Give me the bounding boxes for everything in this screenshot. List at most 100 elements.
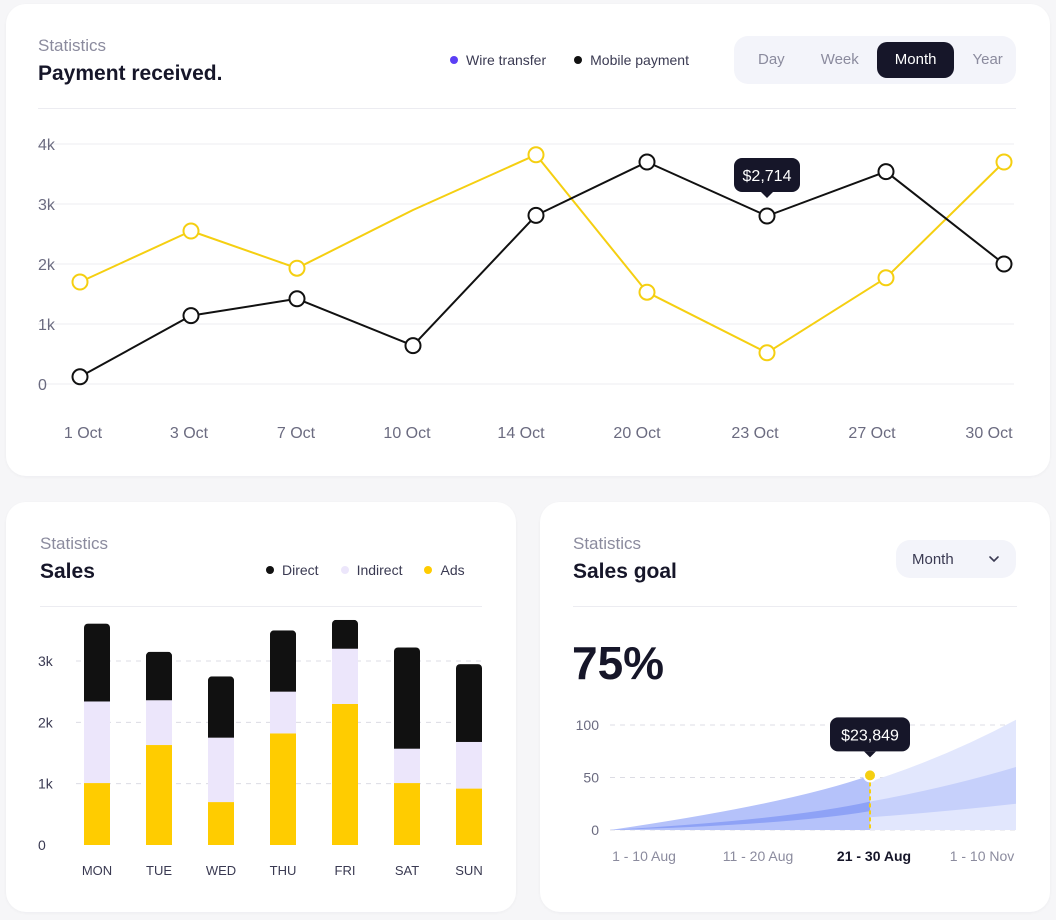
- bar-segment-ads: [394, 783, 420, 845]
- series-line: [79, 161, 1005, 378]
- legend-mobile-label: Mobile payment: [590, 52, 689, 68]
- goal-band-inner: [610, 801, 870, 830]
- bar-segment-ads: [456, 788, 482, 845]
- legend-wire-transfer: Wire transfer: [450, 52, 546, 68]
- x-tick-label: SAT: [395, 863, 419, 878]
- data-point: [71, 273, 89, 291]
- sales-bar-chart: 0 1k 2k 3k MON TUE WED THU FRI SAT SUN: [38, 619, 484, 878]
- period-segmented-control: Day Week Month Year: [734, 36, 1016, 84]
- x-tick-label: 14 Oct: [497, 425, 545, 442]
- y-tick-label: 100: [576, 717, 600, 733]
- data-point: [995, 255, 1013, 273]
- x-tick-label: 20 Oct: [613, 425, 661, 442]
- goal-divider: [573, 606, 1017, 607]
- sales-divider: [40, 606, 482, 607]
- x-tick-label: 21 - 30 Aug: [837, 848, 911, 864]
- x-tick-label: 30 Oct: [965, 425, 1013, 442]
- tooltip-label: $23,849: [841, 727, 899, 744]
- y-tick-label: 3k: [38, 653, 54, 669]
- legend-direct-dot: [266, 566, 274, 574]
- x-tick-label: SUN: [455, 863, 482, 878]
- legend-mobile-dot: [574, 56, 583, 64]
- x-tick-label: MON: [82, 863, 112, 878]
- x-tick-label: 3 Oct: [170, 425, 209, 442]
- bar-segment-direct: [208, 676, 234, 738]
- goal-period-select[interactable]: Month: [896, 540, 1016, 578]
- legend-indirect-label: Indirect: [356, 562, 403, 578]
- y-tick-label: 2k: [38, 257, 56, 274]
- data-point: [758, 207, 776, 225]
- data-point: [527, 146, 545, 164]
- tooltip-label: $2,714: [743, 168, 792, 185]
- x-tick-label: FRI: [335, 863, 356, 878]
- data-point: [182, 307, 200, 325]
- y-tick-label: 2k: [38, 714, 54, 730]
- x-tick-label: 7 Oct: [277, 425, 316, 442]
- legend-ads: Ads: [424, 562, 465, 578]
- x-tick-label: THU: [270, 863, 297, 878]
- goal-title: Sales goal: [573, 560, 677, 583]
- bar-segment-direct: [394, 647, 420, 749]
- legend-mobile-payment: Mobile payment: [574, 52, 689, 68]
- data-point: [638, 283, 656, 301]
- legend-ads-dot: [424, 566, 433, 574]
- chevron-down-icon: [989, 556, 999, 563]
- data-point: [527, 206, 545, 224]
- y-tick-label: 3k: [38, 197, 56, 214]
- tooltip-pointer: [864, 751, 876, 758]
- data-point: [288, 259, 306, 277]
- x-tick-label: 11 - 20 Aug: [723, 848, 794, 864]
- tooltip-box: [734, 158, 800, 192]
- payment-card: Statistics Payment received. Wire transf…: [6, 4, 1050, 476]
- payment-legend: Wire transfer Mobile payment: [450, 52, 689, 68]
- bar-segment-direct: [332, 619, 358, 649]
- y-tick-label: 0: [38, 377, 47, 394]
- data-point: [404, 337, 422, 355]
- goal-period-label: Month: [912, 550, 954, 568]
- payment-title: Payment received.: [38, 62, 223, 85]
- data-point: [877, 163, 895, 181]
- legend-direct-label: Direct: [282, 562, 319, 578]
- payment-kicker: Statistics: [38, 36, 107, 55]
- x-tick-label: 1 - 10 Aug: [612, 848, 676, 864]
- x-tick-label: TUE: [146, 863, 172, 878]
- tooltip-box: [830, 717, 910, 752]
- legend-ads-label: Ads: [440, 562, 465, 578]
- period-day[interactable]: Day: [758, 51, 785, 68]
- goal-percent: 75%: [572, 637, 665, 689]
- bar-segment-ads: [332, 703, 358, 845]
- bar-segment-direct: [146, 651, 172, 701]
- bar-segment-indirect: [146, 700, 172, 746]
- x-tick-label: 23 Oct: [731, 425, 779, 442]
- bar-segment-direct: [456, 664, 482, 742]
- payment-divider: [38, 108, 1016, 109]
- bar-segment-indirect: [208, 737, 234, 803]
- y-tick-label: 0: [38, 837, 46, 853]
- legend-indirect: Indirect: [340, 562, 403, 578]
- goal-point: [863, 768, 877, 783]
- bar-segment-direct: [84, 623, 110, 702]
- data-point: [182, 222, 200, 240]
- x-tick-label: 1 - 10 Nov: [950, 848, 1015, 864]
- legend-wire-dot: [450, 56, 458, 64]
- data-point: [877, 269, 895, 287]
- period-year[interactable]: Year: [972, 51, 1003, 68]
- data-point: [638, 153, 656, 171]
- bar-segment-ads: [146, 745, 172, 845]
- sales-legend: Direct Indirect Ads: [266, 562, 465, 578]
- y-tick-label: 1k: [38, 317, 56, 334]
- bar-segment-indirect: [270, 691, 296, 734]
- x-tick-label: WED: [206, 863, 236, 878]
- legend-direct: Direct: [266, 562, 319, 578]
- period-week[interactable]: Week: [820, 51, 859, 68]
- y-tick-label: 1k: [38, 776, 54, 792]
- x-tick-label: 27 Oct: [848, 425, 896, 442]
- bar-segment-ads: [84, 783, 110, 845]
- period-month[interactable]: Month: [876, 42, 955, 78]
- sales-goal-card: Statistics Sales goal Month 75% 0 50 100 $2…: [540, 502, 1050, 912]
- bar-segment-ads: [270, 733, 296, 845]
- bar-segment-indirect: [394, 748, 420, 784]
- legend-indirect-dot: [340, 566, 349, 574]
- bar-segment-indirect: [84, 701, 110, 784]
- data-point: [758, 344, 776, 362]
